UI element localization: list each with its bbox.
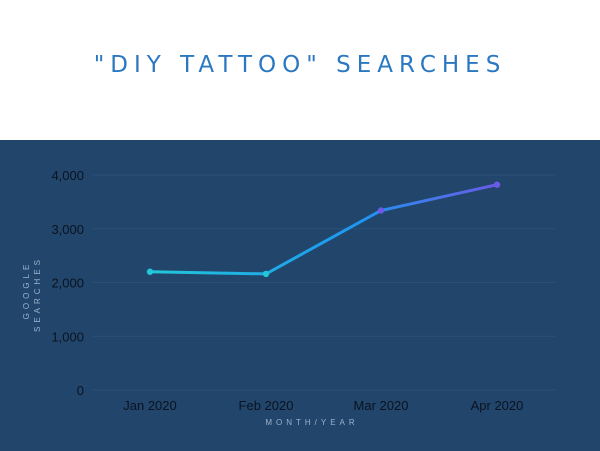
y-axis-title-line1: GOOGLE (22, 261, 31, 320)
chart-title: "DIY TATTOO" SEARCHES (93, 52, 507, 78)
y-tick-label: 0 (77, 383, 84, 398)
data-point (146, 268, 154, 275)
data-point (377, 207, 385, 214)
y-tick-labels: 0 1,000 2,000 3,000 4,000 (51, 168, 84, 398)
series-path (149, 183, 498, 276)
x-tick-label: Apr 2020 (471, 398, 524, 413)
series-line (149, 183, 498, 276)
y-tick-label: 3,000 (51, 222, 84, 237)
x-axis-title: MONTH/YEAR (265, 418, 358, 427)
data-points (146, 181, 501, 278)
y-tick-label: 4,000 (51, 168, 84, 183)
x-tick-label: Feb 2020 (239, 398, 294, 413)
x-tick-label: Mar 2020 (354, 398, 409, 413)
x-tick-labels: Jan 2020 Feb 2020 Mar 2020 Apr 2020 (123, 398, 523, 413)
data-point (262, 270, 270, 278)
y-tick-label: 2,000 (51, 276, 84, 291)
y-axis-title-line2: SEARCHES (33, 256, 42, 332)
y-tick-label: 1,000 (51, 329, 84, 344)
x-tick-label: Jan 2020 (123, 398, 177, 413)
chart-panel (0, 140, 600, 451)
data-point (493, 181, 501, 188)
grid-lines (92, 174, 556, 391)
